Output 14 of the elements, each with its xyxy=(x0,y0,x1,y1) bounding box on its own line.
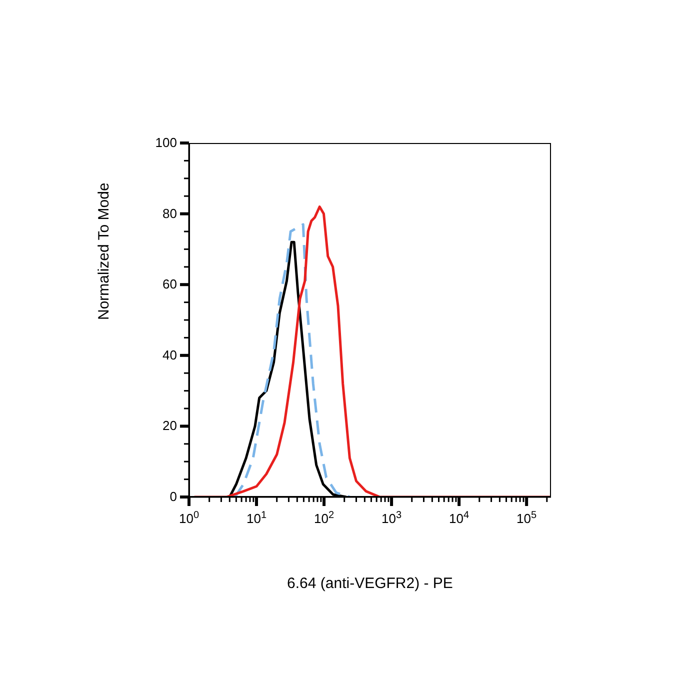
x-tick-label: 10$^{4}$ xyxy=(449,510,470,526)
x-tick-label: 10$^{1}$ xyxy=(246,510,267,526)
x-axis-title: 6.64 (anti-VEGFR2) - PE xyxy=(287,575,453,592)
y-tick-label: 20 xyxy=(162,418,177,434)
y-axis-title: Normalized To Mode xyxy=(95,182,112,320)
y-tick-label: 40 xyxy=(162,347,177,362)
y-tick-label: 100 xyxy=(155,135,177,150)
y-tick-label: 80 xyxy=(162,206,177,221)
x-tick-label: 10$^{3}$ xyxy=(382,510,402,526)
x-tick-label: 10$^{5}$ xyxy=(516,510,538,526)
y-tick-label: 0 xyxy=(170,489,177,504)
y-tick-label: 60 xyxy=(162,276,177,292)
x-tick-label: 10$^{0}$ xyxy=(178,510,200,526)
x-tick-label: 10$^{2}$ xyxy=(314,510,334,526)
